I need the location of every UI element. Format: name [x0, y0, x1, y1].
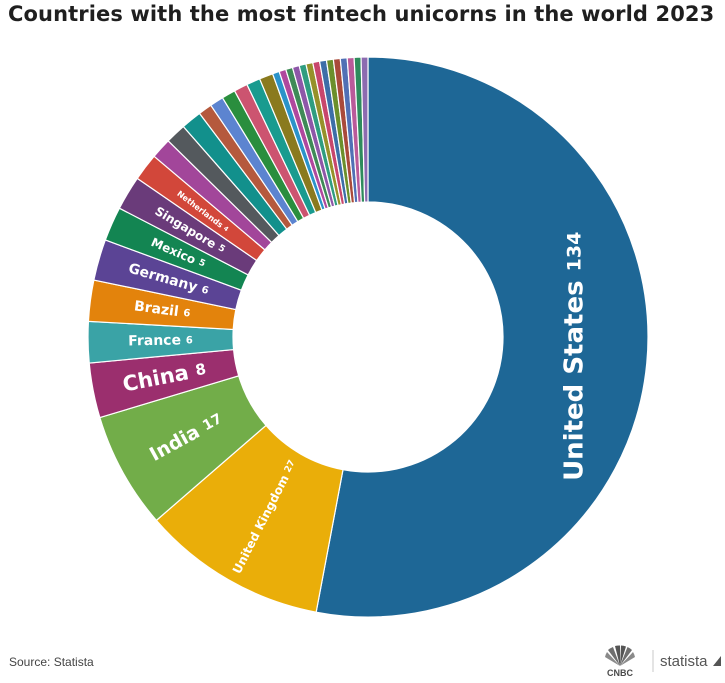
slice-other-32 — [360, 56, 369, 203]
slice-label-united-states: United States 134 — [560, 232, 590, 481]
source-note: Source: Statista — [9, 655, 94, 669]
slice-united-states — [315, 56, 649, 618]
statista-logo-text: statista — [660, 653, 708, 670]
chart-title: Countries with the most fintech unicorns… — [8, 2, 715, 26]
slice-label-france: France 6 — [128, 332, 193, 349]
donut-slices — [87, 56, 649, 618]
brand-logos: CNBC statista — [605, 645, 721, 678]
cnbc-peacock-icon — [605, 645, 635, 666]
slice-label-brazil: Brazil 6 — [133, 298, 191, 321]
cnbc-logo-text: CNBC — [607, 668, 633, 678]
statista-mark-icon — [713, 656, 721, 666]
